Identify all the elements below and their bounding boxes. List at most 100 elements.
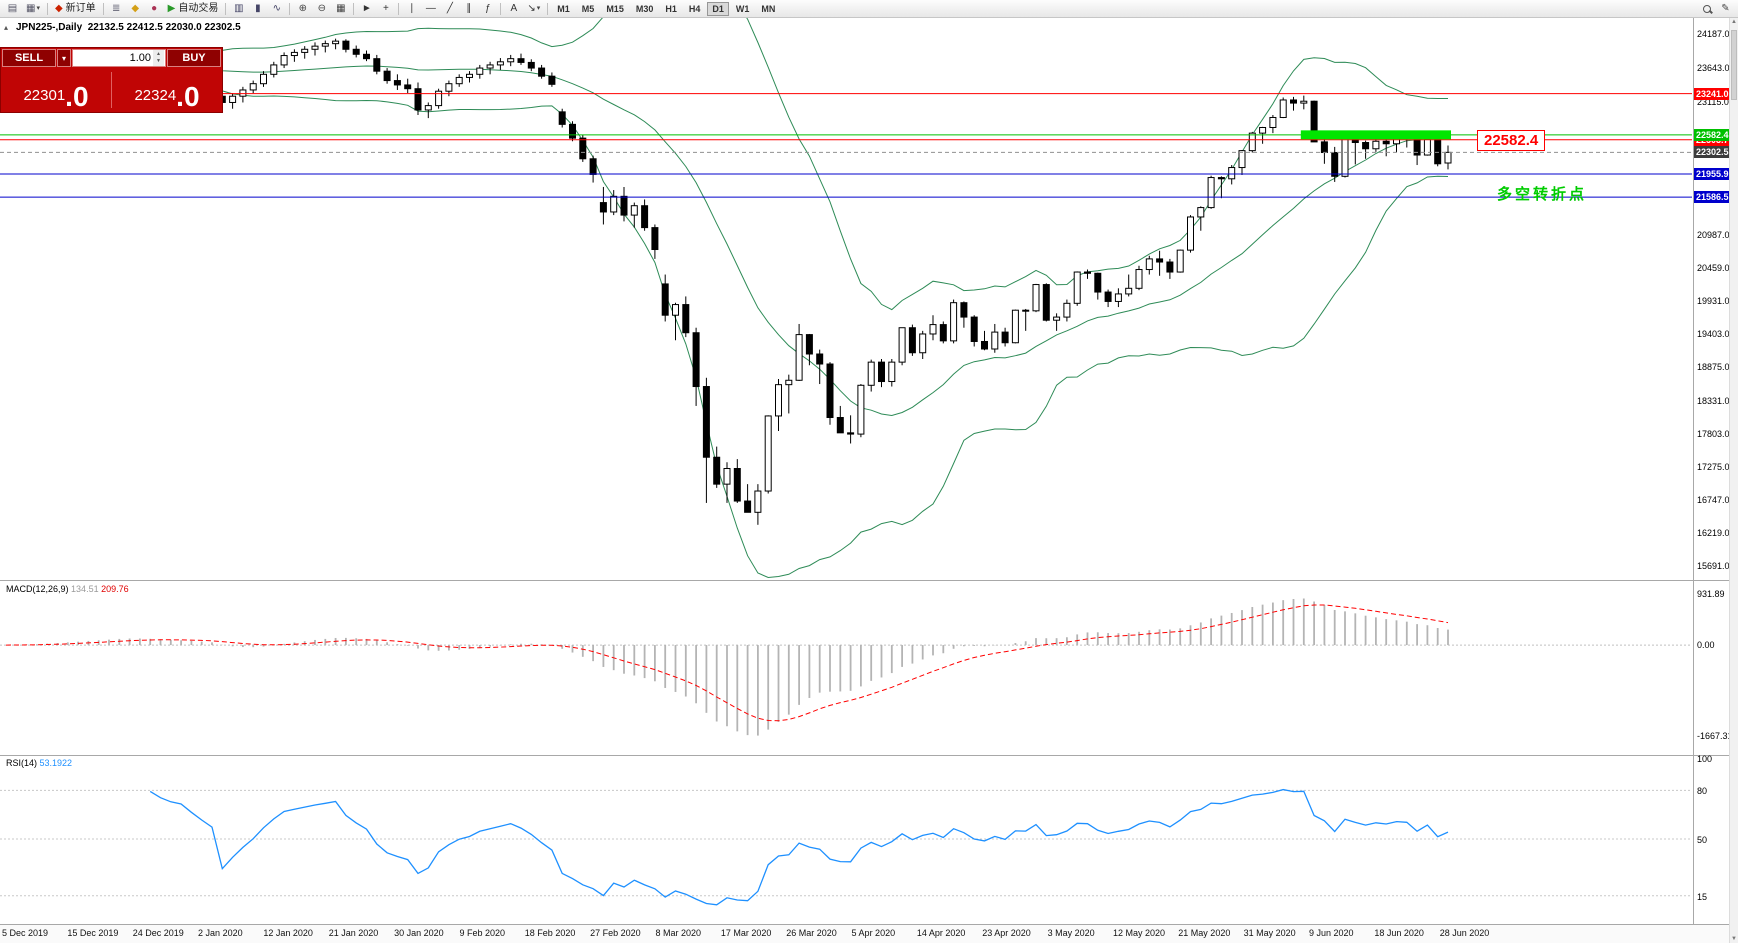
date-axis-label: 21 Jan 2020: [328, 928, 379, 938]
timeframe-button-M30[interactable]: M30: [635, 3, 654, 14]
date-axis-label: 27 Feb 2020: [590, 928, 641, 938]
metaeditor-icon[interactable]: ◆: [131, 2, 140, 14]
rsi-axis-label: 50: [1697, 835, 1708, 845]
line-chart-icon[interactable]: ∿: [272, 2, 282, 14]
bar-chart-icon[interactable]: ▥: [234, 2, 244, 14]
volume-input[interactable]: [73, 50, 165, 66]
toolbar-separator: [289, 2, 291, 15]
date-axis-label: 9 Feb 2020: [459, 928, 505, 938]
zoom-in-icon[interactable]: ⊕: [298, 2, 308, 14]
date-axis-label: 18 Jun 2020: [1374, 928, 1424, 938]
scroll-up-arrow[interactable]: ▲: [1731, 19, 1737, 25]
price-axis-label: 19403.0: [1697, 328, 1730, 339]
one-click-toggle[interactable]: ▴: [4, 23, 9, 32]
chart-note-annotation[interactable]: 多空转折点: [1497, 186, 1588, 203]
date-axis-label: 30 Jan 2020: [394, 928, 444, 938]
text-label-icon[interactable]: A: [510, 2, 518, 14]
date-axis-label: 15 Dec 2019: [67, 928, 119, 938]
price-axis-label: 15691.0: [1697, 561, 1730, 572]
sell-price[interactable]: 22301.0: [23, 80, 89, 112]
price-axis-label: 17275.0: [1697, 461, 1730, 472]
date-axis-label: 3 May 2020: [1047, 928, 1095, 938]
timeframe-button-MN[interactable]: MN: [761, 3, 776, 14]
date-axis-label: 12 Jan 2020: [263, 928, 313, 938]
price-axis-label: 23115.0: [1697, 96, 1729, 107]
cursor-icon[interactable]: ►: [361, 2, 372, 14]
date-axis-label: 18 Feb 2020: [524, 928, 576, 938]
price-axis-label: 20987.0: [1697, 229, 1730, 240]
price-level-annotation[interactable]: 22582.4: [1477, 130, 1546, 151]
trendline-icon[interactable]: ╱: [446, 2, 453, 14]
price-axis-label: 18331.0: [1697, 395, 1730, 406]
main-toolbar: ▤ ▦ ▾ ◆ 新订单 ≣ ◆ ● ▶ 自动交易 ▥ ▮ ∿ ⊕ ⊖ ▦ ► + ∣ ― ╱ ∥ ƒ A ↘ ▾ M1 M5 M15 M3…: [0, 0, 1738, 18]
vertical-scrollbar[interactable]: ▲ ▼: [1729, 18, 1738, 943]
price-axis-label: 23643.0: [1697, 63, 1730, 74]
toolbar-separator: [547, 2, 549, 15]
search-icon-glyph: [1702, 4, 1711, 13]
timeframe-button-H1[interactable]: H1: [665, 3, 677, 14]
auto-trading-button[interactable]: ▶ 自动交易: [167, 2, 219, 14]
zoom-out-icon[interactable]: ⊖: [317, 2, 327, 14]
timeframe-button-W1[interactable]: W1: [735, 3, 750, 14]
date-axis-label: 5 Dec 2019: [2, 928, 49, 938]
scrollbar-thumb[interactable]: [1731, 30, 1737, 100]
price-axis-label: 24187.0: [1697, 29, 1730, 40]
rsi-indicator-title: RSI(14) 53.1922: [6, 758, 73, 768]
profiles-icon[interactable]: ▦ ▾: [26, 2, 40, 14]
volume-dropdown-button[interactable]: ▾: [57, 49, 71, 67]
buy-button[interactable]: BUY: [167, 49, 221, 67]
community-icon[interactable]: ●: [151, 2, 158, 14]
date-axis-label: 12 May 2020: [1112, 928, 1165, 938]
channel-icon[interactable]: ∥: [466, 2, 472, 14]
rsi-axis-label: 80: [1697, 786, 1708, 797]
panel-separator[interactable]: [0, 580, 1738, 581]
scroll-down-arrow[interactable]: ▼: [1731, 936, 1737, 942]
date-axis-label: 23 Apr 2020: [982, 928, 1031, 938]
vertical-line-icon[interactable]: ∣: [409, 2, 415, 14]
price-axis-label: 20459.0: [1697, 262, 1730, 273]
chart-ohlc-values: 22132.5 22412.5 22030.0 22302.5: [87, 22, 241, 33]
toolbar-separator: [398, 2, 400, 15]
new-order-button[interactable]: ◆ 新订单: [54, 2, 96, 14]
search-icon[interactable]: [1698, 1, 1715, 16]
toolbar-separator: [353, 2, 355, 15]
time-axis[interactable]: [0, 925, 1738, 943]
panel-separator[interactable]: [0, 755, 1738, 756]
date-axis-label: 5 Apr 2020: [851, 928, 896, 938]
price-tag: 22302.5: [1694, 146, 1738, 159]
price-axis-label: 19931.0: [1697, 295, 1730, 306]
timeframe-button-M15[interactable]: M15: [606, 3, 624, 14]
crosshair-icon[interactable]: +: [382, 2, 389, 14]
timeframe-button-H4[interactable]: H4: [688, 3, 701, 14]
price-tag: 21586.5: [1694, 191, 1738, 204]
timeframe-button-M1[interactable]: M1: [557, 3, 570, 14]
fibonacci-icon[interactable]: ƒ: [485, 2, 491, 14]
timeframe-button-M5[interactable]: M5: [581, 3, 595, 14]
date-axis-label: 17 Mar 2020: [720, 928, 772, 938]
macd-axis-label: -1667.31: [1697, 731, 1733, 742]
arrow-tools-icon[interactable]: ↘ ▾: [527, 2, 541, 14]
toolbar-separator: [500, 2, 502, 15]
buy-price[interactable]: 22324.0: [134, 80, 200, 112]
sell-button[interactable]: SELL: [2, 49, 56, 67]
volume-up-button[interactable]: ▲: [156, 51, 161, 57]
rsi-axis-label: 15: [1697, 891, 1708, 902]
date-axis-label: 31 May 2020: [1243, 928, 1296, 938]
new-chart-icon[interactable]: ▤: [7, 2, 18, 14]
chart-header: JPN225-,Daily 22132.5 22412.5 22030.0 22…: [16, 22, 241, 33]
horizontal-line-icon[interactable]: ―: [425, 2, 436, 14]
volume-down-button[interactable]: ▼: [156, 58, 161, 64]
candlestick-chart-icon[interactable]: ▮: [255, 2, 261, 14]
volume-field: ▲ ▼: [72, 49, 166, 67]
date-axis-label: 9 Jun 2020: [1309, 928, 1354, 938]
macd-axis-label: 931.89: [1697, 588, 1725, 599]
quick-edit-icon[interactable]: ✎: [1721, 2, 1730, 14]
price-axis-label: 18875.0: [1697, 361, 1730, 372]
date-axis-label: 24 Dec 2019: [132, 928, 184, 938]
history-center-icon[interactable]: ≣: [111, 2, 121, 14]
macd-indicator-title: MACD(12,26,9) 134.51 209.76: [6, 584, 129, 594]
tile-windows-icon[interactable]: ▦: [336, 2, 346, 14]
toolbar-separator: [225, 2, 227, 15]
timeframe-button-D1[interactable]: D1: [707, 1, 729, 16]
